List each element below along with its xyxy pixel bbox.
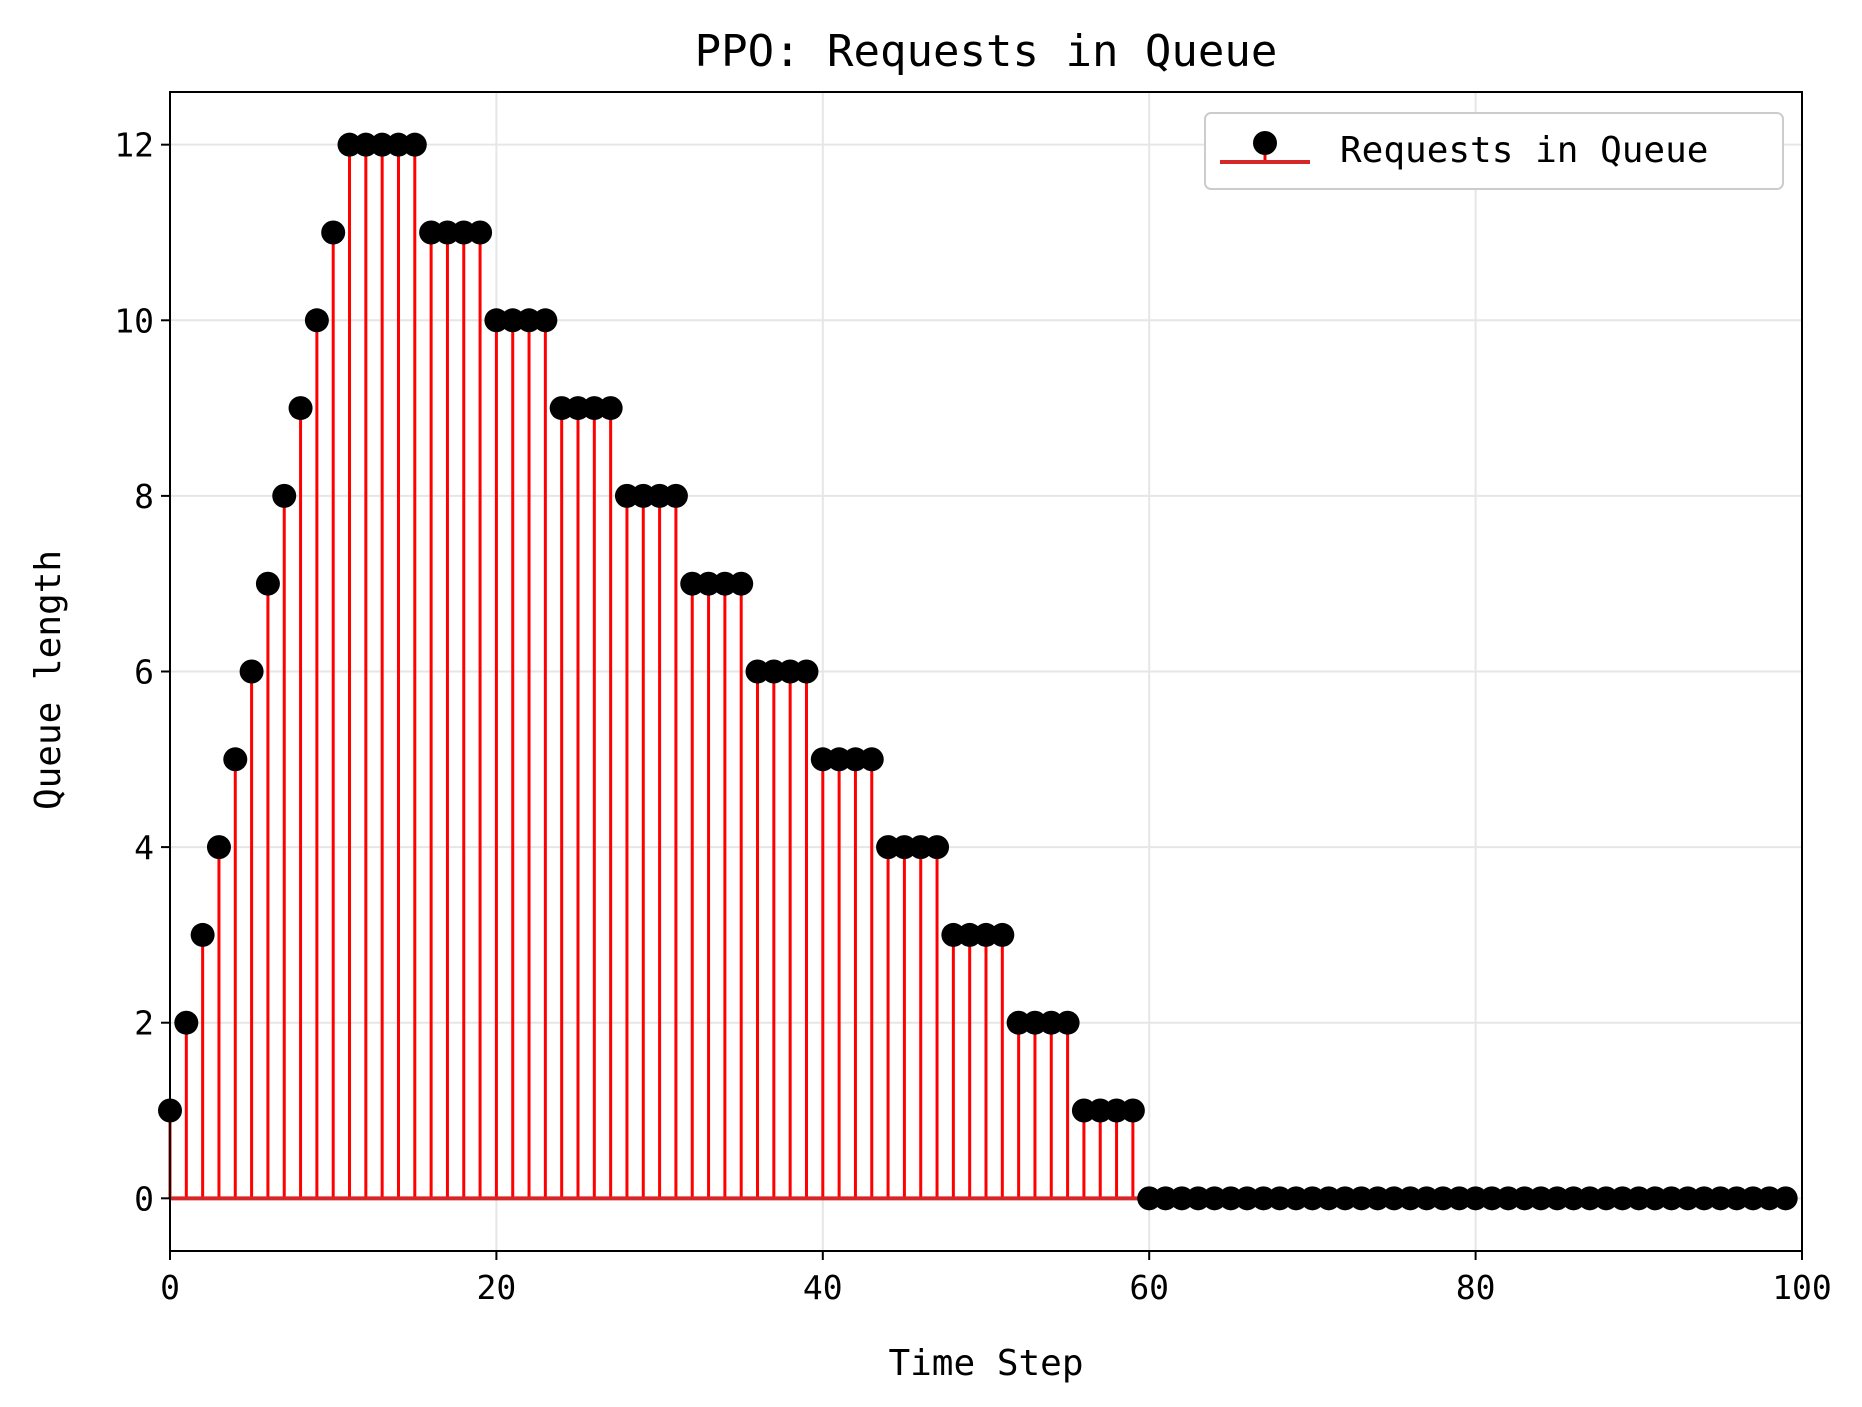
x-axis-label: Time Step (888, 1343, 1083, 1384)
x-tick-label: 100 (1772, 1268, 1832, 1307)
x-axis-ticks: 0 20 40 60 80 100 (160, 1251, 1832, 1307)
data-point (402, 132, 427, 157)
x-tick-label: 40 (803, 1268, 843, 1307)
data-point (729, 571, 754, 596)
data-point (255, 571, 280, 596)
y-tick-label: 10 (114, 301, 154, 340)
data-point (206, 835, 231, 860)
markers (158, 132, 1798, 1211)
data-point (288, 396, 313, 421)
legend-label: Requests in Queue (1340, 130, 1708, 171)
x-tick-label: 60 (1129, 1268, 1169, 1307)
chart-title: PPO: Requests in Queue (695, 26, 1278, 77)
data-point (990, 922, 1015, 947)
data-point (321, 220, 346, 245)
data-point (925, 835, 950, 860)
data-point (1773, 1186, 1798, 1211)
legend-marker (1253, 131, 1277, 155)
y-tick-label: 8 (134, 477, 154, 516)
data-point (533, 308, 558, 333)
data-point (663, 483, 688, 508)
data-point (794, 659, 819, 684)
y-tick-label: 4 (134, 828, 154, 867)
legend: Requests in Queue (1204, 112, 1784, 190)
data-point (223, 747, 248, 772)
x-tick-label: 20 (477, 1268, 517, 1307)
y-tick-label: 12 (114, 126, 154, 165)
y-axis-ticks: 0 2 4 6 8 10 12 (114, 126, 170, 1218)
data-point (304, 308, 329, 333)
data-point (174, 1010, 199, 1035)
data-point (468, 220, 493, 245)
x-tick-label: 80 (1456, 1268, 1496, 1307)
data-point (272, 483, 297, 508)
data-point (598, 396, 623, 421)
y-tick-label: 6 (134, 653, 154, 692)
legend-box (1204, 112, 1784, 190)
y-tick-label: 2 (134, 1004, 154, 1043)
data-point (1120, 1098, 1145, 1123)
stems (168, 144, 1135, 1199)
x-tick-label: 0 (160, 1268, 180, 1307)
y-tick-label: 0 (134, 1179, 154, 1218)
data-point (190, 922, 215, 947)
data-point (1055, 1010, 1080, 1035)
data-point (239, 659, 264, 684)
y-axis-label: Queue length (28, 550, 69, 810)
data-point (859, 747, 884, 772)
